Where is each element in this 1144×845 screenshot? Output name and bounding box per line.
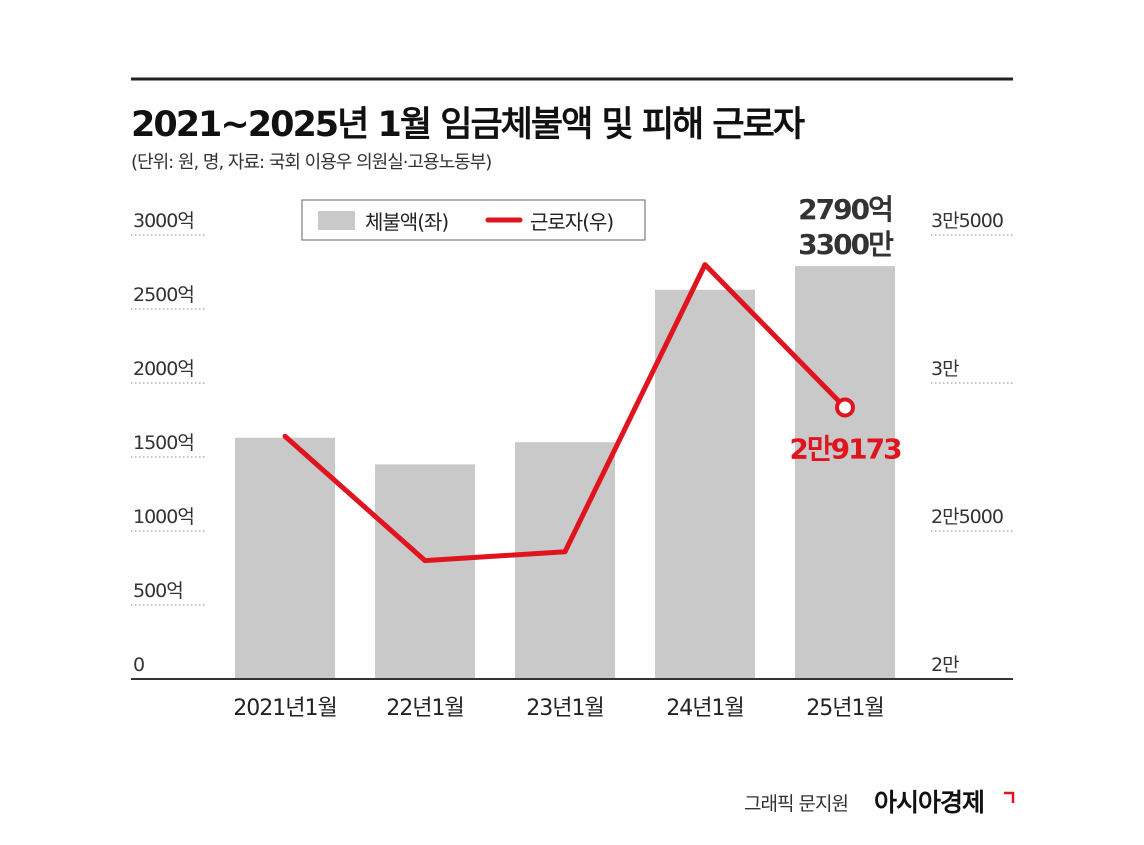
- legend: 체불액(좌) 근로자(우): [301, 199, 646, 241]
- x-axis-ticks: 2021년1월 22년1월 23년1월 24년1월 25년1월: [233, 696, 884, 721]
- legend-bar-label: 체불액(좌): [365, 210, 448, 234]
- legend-frame: [301, 199, 646, 241]
- line-series: [282, 262, 855, 564]
- chart-title: 2021~2025년 1월 임금체불액 및 피해 근로자: [131, 105, 805, 145]
- line-last-value-label: 2만9173: [789, 432, 901, 465]
- right-axis-tick-label: 3만5000: [931, 210, 1003, 232]
- bar: [375, 464, 475, 679]
- workers-label: 3300만: [798, 228, 894, 261]
- left-axis-tick-label: 2500억: [133, 284, 194, 306]
- left-gridlines: 0 500억 1000억 1500억 2000억 2500억 3000억: [131, 210, 206, 676]
- brand-logo-text: 아시아경제: [874, 788, 984, 817]
- graphic-credit: 그래픽 문지원: [744, 793, 848, 815]
- x-axis-tick-label: 25년1월: [806, 696, 883, 721]
- x-axis-tick-label: 2021년1월: [233, 696, 336, 721]
- left-axis-tick-label: 1500억: [133, 432, 194, 454]
- left-axis-tick-label: 500억: [133, 580, 183, 602]
- legend-line-label: 근로자(우): [530, 210, 613, 234]
- x-axis-tick-label: 23년1월: [526, 696, 603, 721]
- x-axis-tick-label: 24년1월: [666, 696, 743, 721]
- chart-subtitle: (단위: 원, 명, 자료: 국회 이용우 의원실·고용노동부): [131, 152, 491, 173]
- line-endpoint-marker: [835, 397, 855, 418]
- left-axis-tick-label: 0: [133, 654, 144, 676]
- legend-bar-swatch: [318, 211, 355, 230]
- right-axis-tick-label: 2만5000: [931, 506, 1003, 528]
- series-line: [282, 262, 848, 564]
- left-axis-tick-label: 3000억: [133, 210, 194, 232]
- right-gridlines: 2만 2만5000 3만 3만5000: [931, 210, 1013, 676]
- brand-mark-icon: [1004, 791, 1015, 803]
- left-axis-tick-label: 1000억: [133, 506, 194, 528]
- bar: [795, 266, 895, 679]
- bar-last-value-label: 2790억: [798, 193, 892, 226]
- x-axis-tick-label: 22년1월: [386, 696, 463, 721]
- right-axis-tick-label: 2만: [931, 654, 959, 676]
- right-axis-tick-label: 3만: [931, 358, 959, 380]
- bar-series: [235, 266, 895, 679]
- bar: [235, 437, 335, 679]
- bar: [655, 289, 755, 679]
- left-axis-tick-label: 2000억: [133, 358, 194, 380]
